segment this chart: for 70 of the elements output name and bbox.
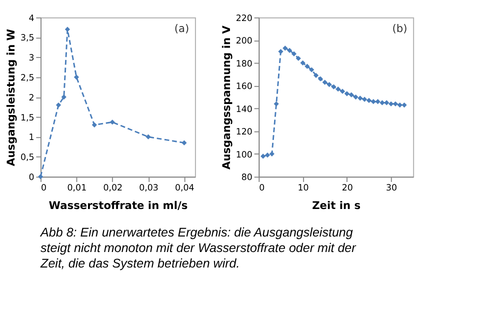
point [402, 102, 407, 108]
point [362, 96, 368, 102]
point [344, 91, 350, 96]
y-tick-label: 160 [236, 82, 252, 92]
point [322, 80, 328, 85]
x-tick-label: 0,03 [139, 184, 158, 194]
point [318, 76, 323, 82]
point [287, 48, 292, 53]
point [313, 72, 319, 78]
point [384, 100, 390, 106]
point [336, 86, 341, 92]
point [366, 98, 372, 104]
x-tick-label: 30 [386, 184, 398, 194]
y-tick-label: 100 [236, 150, 252, 160]
y-tick-label: 120 [236, 128, 252, 138]
point [64, 26, 70, 32]
point [278, 48, 284, 54]
y-tick-label: 3,5 [20, 34, 34, 44]
x-axis-title: Wasserstoffrate in ml/s [48, 199, 188, 212]
point [304, 64, 310, 69]
point [370, 99, 376, 104]
point [146, 134, 151, 140]
point [74, 74, 80, 80]
x-tick-label: 10 [298, 184, 309, 194]
x-tick-label: 0 [41, 184, 47, 194]
point [300, 60, 306, 66]
point [331, 84, 336, 90]
y-tick-label: 3 [28, 54, 34, 64]
point [269, 151, 274, 156]
y-tick-label: 0 [28, 173, 34, 184]
y-tick-label: 1 [28, 133, 34, 144]
annotation: (b) [392, 22, 408, 35]
caption: Abb 8: Ein unerwartetes Ergebnis: die Ausgangsleistung steigt nicht monoton mit der Wasserstoffrate oder mit der Zeit, die das System betrieben wird. [40, 226, 357, 270]
point [182, 140, 187, 146]
point [282, 46, 288, 51]
y-tick-label: 1,5 [20, 113, 34, 124]
annotation: (a) [174, 22, 190, 35]
y-tick-label: 180 [236, 59, 252, 70]
y-axis-title: Ausgangsspannung in V [220, 24, 234, 170]
point [358, 96, 363, 101]
x-tick-label: 0,04 [175, 184, 195, 194]
point [348, 92, 354, 98]
point [260, 154, 266, 159]
point [326, 82, 332, 88]
y-tick-label: 220 [236, 14, 252, 24]
point [375, 99, 380, 104]
y-tick-label: 140 [236, 104, 252, 115]
y-tick-label: 0,5 [20, 153, 34, 164]
y-tick-label: 80 [241, 173, 252, 184]
y-axis-title: Ausgangsleistung in W [4, 28, 18, 166]
point [353, 94, 358, 100]
point [274, 101, 279, 106]
y-tick-label: 200 [236, 36, 252, 47]
point [309, 67, 314, 72]
point [110, 120, 115, 125]
point [340, 88, 346, 94]
y-tick-label: 2,5 [20, 74, 34, 84]
x-tick-label: 0,02 [103, 184, 123, 194]
point [296, 56, 301, 61]
x-axis-title: Zeit in s [312, 199, 361, 212]
point [56, 102, 62, 108]
x-tick-label: 0 [259, 184, 265, 194]
point [291, 51, 297, 56]
x-tick-label: 0,01 [67, 184, 87, 194]
point [92, 122, 97, 128]
x-tick-label: 20 [342, 184, 353, 194]
y-tick-label: 4 [28, 14, 35, 24]
y-tick-label: 2 [28, 93, 34, 104]
point [397, 102, 402, 108]
point [264, 152, 270, 158]
